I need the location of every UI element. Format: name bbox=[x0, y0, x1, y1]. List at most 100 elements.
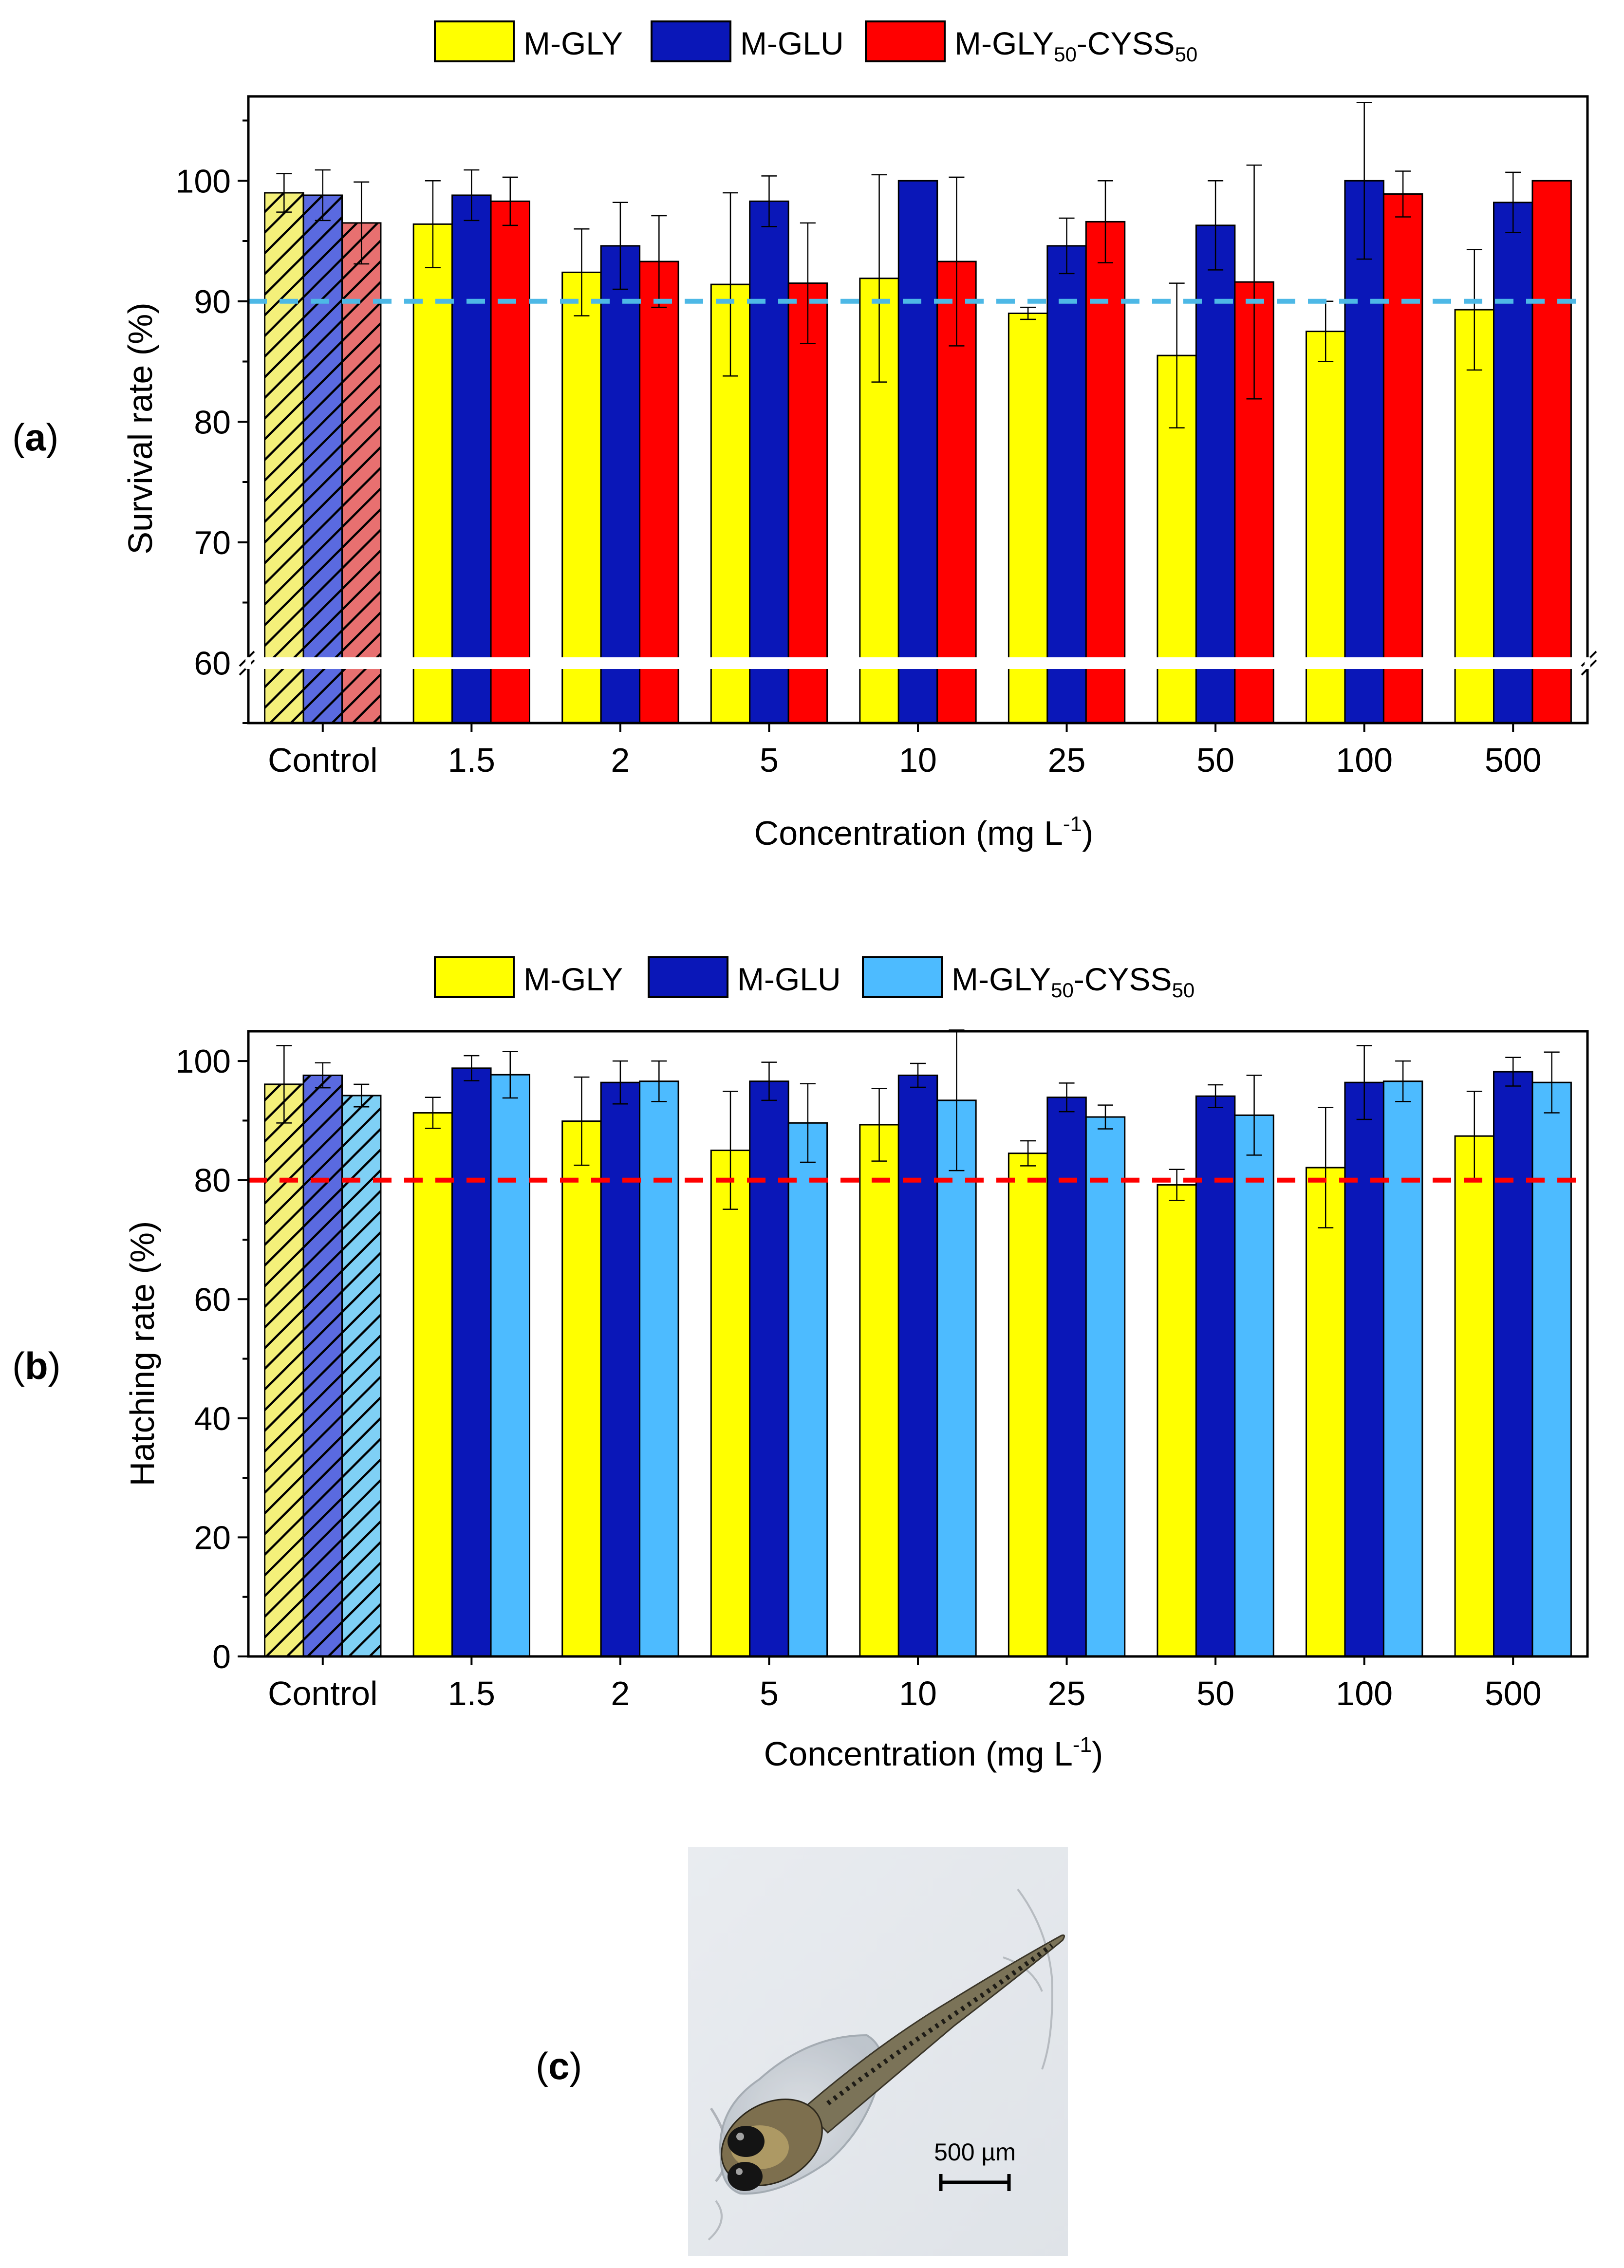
error-bar bbox=[276, 1045, 292, 1124]
error-bar bbox=[871, 174, 887, 383]
axis-break-gap bbox=[234, 657, 1602, 669]
tadpole-photo bbox=[688, 1847, 1068, 2256]
bar-a-m-glu-1-500 bbox=[1493, 202, 1533, 724]
bar-b-m-glu-1-500 bbox=[1493, 1071, 1533, 1657]
x-tick-label: 1.5 bbox=[448, 741, 495, 779]
legend-a-label-m-glu: M-GLU bbox=[740, 25, 844, 61]
error-bar bbox=[1098, 1104, 1113, 1130]
error-bar bbox=[949, 176, 965, 347]
bar-b-m-gly-0-5 bbox=[710, 1150, 751, 1657]
error-bar bbox=[315, 1062, 331, 1089]
error-bar bbox=[1466, 249, 1482, 371]
y-tick-label: 40 bbox=[194, 1400, 231, 1437]
bar-b-m-gly-0-25 bbox=[1008, 1153, 1048, 1657]
error-bar bbox=[1098, 180, 1113, 263]
error-bar bbox=[1395, 1060, 1411, 1102]
x-tick-label: 50 bbox=[1196, 1674, 1234, 1712]
bar-b-m-gly-0-100 bbox=[1306, 1167, 1346, 1657]
bar-b-m-gly-0-500 bbox=[1454, 1135, 1495, 1657]
bar-b-m-gly-2-2 bbox=[639, 1080, 679, 1657]
bar-a-m-gly-2-2 bbox=[639, 260, 679, 724]
legend-a-swatch-m-glu bbox=[651, 20, 731, 62]
error-bar bbox=[651, 215, 667, 308]
bar-b-m-gly-2-500 bbox=[1531, 1081, 1572, 1657]
error-bar bbox=[574, 1076, 590, 1166]
legend-b: M-GLY M-GLU M-GLY50-CYSS50 bbox=[434, 956, 1195, 1002]
panel-c: (c) 500 µm bbox=[536, 1847, 1068, 2256]
error-bar bbox=[651, 1060, 667, 1102]
error-bar bbox=[502, 1051, 518, 1099]
error-bar bbox=[354, 181, 370, 265]
bar-b-m-gly-2-10 bbox=[936, 1099, 977, 1657]
legend-b-label-m-glu: M-GLU bbox=[737, 961, 841, 997]
error-bar bbox=[1318, 1107, 1334, 1228]
bar-b-m-gly-2-5 bbox=[787, 1122, 828, 1657]
bar-b-m-gly-0-50 bbox=[1157, 1184, 1197, 1657]
error-bar bbox=[425, 1097, 441, 1129]
bar-b-m-gly-2-Control bbox=[341, 1095, 382, 1657]
error-bar bbox=[871, 1088, 887, 1162]
legend-a-label-m-gly-cyss: M-GLY50-CYSS50 bbox=[954, 25, 1197, 66]
bar-b-m-gly-2-25 bbox=[1085, 1116, 1126, 1657]
error-bar bbox=[1059, 1082, 1075, 1113]
error-bar bbox=[723, 1091, 738, 1210]
y-tick-label: 100 bbox=[176, 1043, 231, 1080]
error-bar bbox=[761, 175, 777, 227]
error-bar bbox=[1505, 171, 1521, 233]
bar-b-m-glu-1-10 bbox=[897, 1074, 938, 1657]
error-bar bbox=[425, 180, 441, 268]
error-bar bbox=[723, 192, 738, 377]
y-tick-label: 100 bbox=[176, 163, 231, 200]
x-tick-label: Control bbox=[268, 741, 378, 779]
legend-b-swatch-m-gly-cyss bbox=[862, 956, 943, 998]
bar-a-m-gly-2-5 bbox=[787, 282, 828, 724]
x-axis-title-a: Concentration (mg L-1) bbox=[754, 812, 1094, 852]
bar-b-m-glu-1-100 bbox=[1344, 1081, 1384, 1657]
legend-a: M-GLY M-GLU M-GLY50-CYSS50 bbox=[434, 20, 1197, 66]
bar-a-m-gly-2-1.5 bbox=[490, 200, 530, 724]
bar-b-m-glu-1-5 bbox=[749, 1080, 789, 1657]
error-bar bbox=[354, 1083, 370, 1108]
x-tick-label: 500 bbox=[1485, 741, 1542, 779]
y-axis-ticks bbox=[238, 1060, 248, 1657]
x-tick-label: 10 bbox=[899, 741, 937, 779]
legend-a-swatch-m-gly bbox=[434, 20, 515, 62]
scale-bar: 500 µm bbox=[934, 2138, 1016, 2191]
x-tick-label: 500 bbox=[1485, 1674, 1542, 1712]
bar-a-m-gly-0-25 bbox=[1008, 313, 1048, 724]
y-axis-title-a: Survival rate (%) bbox=[121, 302, 159, 554]
x-tick-label: 5 bbox=[760, 741, 779, 779]
panel-a-label: (a) bbox=[12, 416, 58, 459]
error-bar bbox=[1208, 1084, 1224, 1108]
error-bar bbox=[1246, 1075, 1262, 1156]
bar-a-m-glu-1-25 bbox=[1046, 245, 1087, 724]
bar-b-m-glu-1-1.5 bbox=[451, 1067, 492, 1657]
bar-b-m-gly-0-Control bbox=[264, 1083, 304, 1657]
bar-a-m-glu-1-5 bbox=[749, 200, 789, 724]
error-bar bbox=[1169, 282, 1185, 428]
error-bar bbox=[464, 169, 480, 222]
y-tick-label: 90 bbox=[194, 283, 231, 320]
x-tick-label: 1.5 bbox=[448, 1674, 495, 1712]
legend-a-label-m-gly: M-GLY bbox=[523, 25, 623, 61]
error-bar bbox=[1246, 164, 1262, 400]
bar-a-m-glu-1-Control bbox=[302, 194, 343, 724]
legend-b-swatch-m-gly bbox=[434, 956, 515, 998]
bar-a-m-glu-1-100 bbox=[1344, 180, 1384, 724]
error-bar bbox=[612, 1060, 628, 1105]
x-tick-label: 100 bbox=[1336, 1674, 1393, 1712]
error-bar bbox=[574, 228, 590, 316]
error-bar bbox=[1059, 217, 1075, 275]
x-tick-label: 25 bbox=[1048, 741, 1086, 779]
bar-a-m-glu-1-50 bbox=[1195, 224, 1236, 724]
bar-a-m-gly-2-500 bbox=[1531, 180, 1572, 724]
bar-a-m-gly-0-1.5 bbox=[412, 223, 453, 724]
bar-a-m-gly-0-Control bbox=[264, 192, 304, 724]
bar-b-m-gly-2-1.5 bbox=[490, 1074, 530, 1657]
scale-bar-label: 500 µm bbox=[934, 2138, 1016, 2166]
x-tick-label: 10 bbox=[899, 1674, 937, 1712]
x-tick-label: 25 bbox=[1048, 1674, 1086, 1712]
bar-b-m-glu-1-Control bbox=[302, 1074, 343, 1657]
